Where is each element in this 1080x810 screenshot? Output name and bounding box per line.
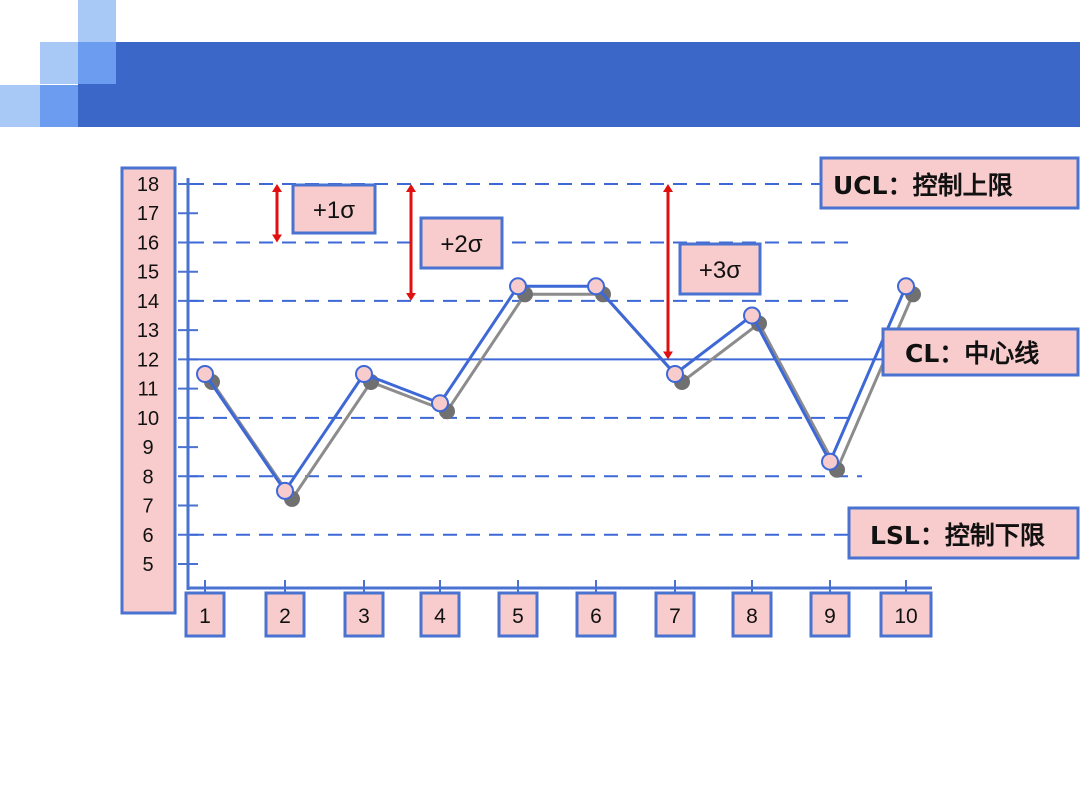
y-tick-label-10: 10 bbox=[137, 408, 159, 430]
y-tick-label-9: 9 bbox=[142, 437, 153, 459]
y-tick-label-11: 11 bbox=[138, 379, 159, 401]
y-tick-label-18: 18 bbox=[137, 174, 159, 196]
x-tick-label-8: 8 bbox=[746, 605, 758, 628]
x-tick-label-2: 2 bbox=[279, 605, 291, 628]
header-bar bbox=[78, 42, 1080, 127]
sigma-label-2: +2σ bbox=[440, 231, 482, 258]
y-tick-label-15: 15 bbox=[137, 262, 159, 284]
cl-label: CL：中心线 bbox=[905, 339, 1039, 368]
x-tick-label-5: 5 bbox=[512, 605, 524, 628]
x-tick-label-10: 10 bbox=[894, 605, 917, 628]
sigma-box-2 bbox=[419, 216, 504, 270]
sigma-box-3 bbox=[678, 242, 762, 296]
data-point-6 bbox=[587, 277, 605, 296]
sigma-label-3: +3σ bbox=[699, 257, 741, 284]
y-tick-label-14: 14 bbox=[137, 291, 159, 313]
x-tick-label-4: 4 bbox=[434, 605, 446, 628]
data-point-8 bbox=[743, 306, 761, 325]
x-tick-box-3 bbox=[343, 591, 385, 638]
lsl-label: LSL：控制下限 bbox=[870, 521, 1045, 550]
x-tick-label-1: 1 bbox=[199, 605, 211, 628]
x-tick-box-4 bbox=[419, 591, 461, 638]
y-tick-label-8: 8 bbox=[142, 466, 153, 488]
data-point-3 bbox=[355, 365, 373, 383]
data-point-7 bbox=[666, 365, 684, 383]
ucl-label: UCL：控制上限 bbox=[833, 171, 1013, 200]
lsl-label-box bbox=[847, 506, 1080, 560]
header-square-mid-bottom bbox=[40, 85, 78, 127]
x-tick-label-6: 6 bbox=[590, 605, 602, 628]
data-point-5 bbox=[509, 277, 527, 296]
y-tick-label-16: 16 bbox=[137, 232, 159, 254]
series-shadow-line bbox=[210, 292, 915, 502]
x-tick-box-10 bbox=[879, 591, 933, 638]
sigma-box-1 bbox=[291, 183, 377, 235]
x-tick-label-3: 3 bbox=[358, 605, 370, 628]
y-tick-label-5: 5 bbox=[142, 554, 153, 576]
header-square-mid bbox=[78, 42, 116, 84]
header-square-light-bottom bbox=[0, 85, 40, 127]
y-tick-label-17: 17 bbox=[137, 203, 159, 225]
y-tick-label-13: 13 bbox=[137, 320, 159, 342]
y-tick-label-7: 7 bbox=[142, 496, 153, 518]
x-tick-box-5 bbox=[497, 591, 539, 638]
header-square-light-left bbox=[40, 42, 78, 84]
ucl-label-box bbox=[819, 156, 1080, 210]
y-tick-label-12: 12 bbox=[137, 349, 159, 371]
x-tick-box-6 bbox=[575, 591, 617, 638]
x-tick-label-7: 7 bbox=[669, 605, 681, 628]
data-point-4 bbox=[431, 394, 449, 413]
x-tick-box-8 bbox=[731, 591, 773, 638]
cl-label-box bbox=[881, 327, 1080, 377]
x-tick-label-9: 9 bbox=[824, 605, 836, 628]
sigma-label-1: +1σ bbox=[313, 197, 355, 224]
x-tick-box-2 bbox=[264, 591, 306, 638]
data-point-9 bbox=[821, 452, 839, 471]
data-point-10 bbox=[897, 277, 915, 296]
x-tick-box-1 bbox=[184, 591, 226, 638]
data-point-2 bbox=[276, 481, 294, 500]
header-square-light-top bbox=[78, 0, 116, 42]
y-tick-label-6: 6 bbox=[142, 525, 153, 547]
y-axis-box bbox=[120, 166, 177, 615]
data-point-1 bbox=[196, 365, 214, 383]
x-tick-box-9 bbox=[809, 591, 851, 638]
series-line bbox=[203, 284, 908, 494]
x-tick-box-7 bbox=[654, 591, 696, 638]
